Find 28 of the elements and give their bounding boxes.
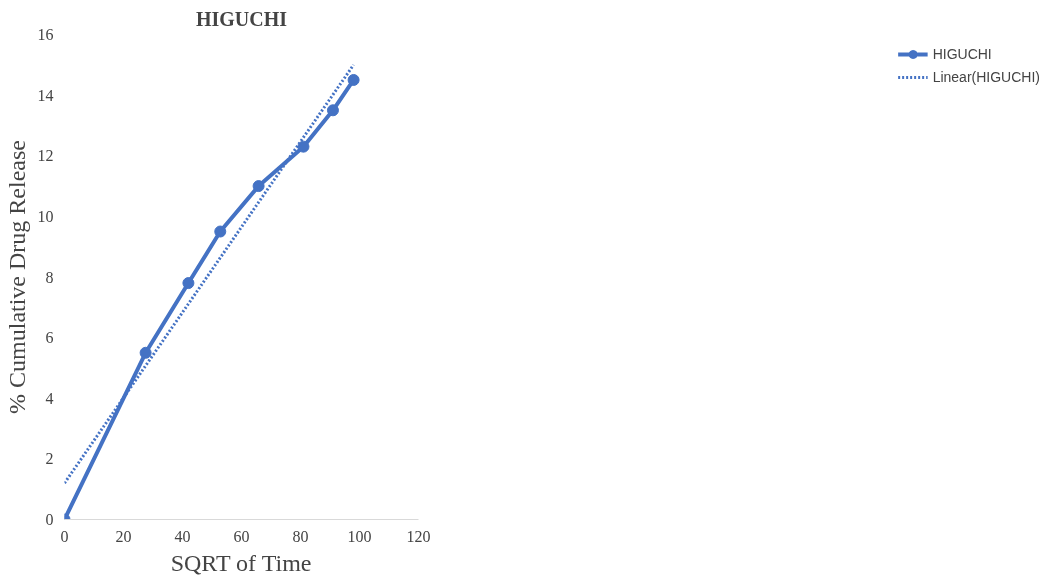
point [182,277,195,290]
x-axis-title: SQRT of Time [170,549,312,576]
y-tick-label: 2 [45,450,54,468]
y-tick-label: 12 [37,147,54,165]
y-tick-label: 16 [37,26,54,43]
legend-label: HIGUCHI [932,46,992,62]
y-tick-label: 6 [45,329,54,347]
y-tick-label: 8 [45,268,54,286]
point [347,73,360,86]
y-axis-title: % Cumulative Drug Release [3,140,30,414]
x-tick-label: 120 [406,527,431,545]
y-tick-label: 10 [37,207,54,225]
point [139,346,152,359]
y-tick-label: 0 [45,511,54,528]
y-tick-label: 14 [37,86,54,104]
x-tick-label: 20 [115,527,132,545]
x-tick-label: 0 [60,527,69,545]
x-tick-label: 40 [174,527,191,545]
x-tick-label: 60 [233,527,250,545]
x-tick-label: 80 [292,527,309,545]
point [252,180,265,193]
point [297,140,310,153]
x-tick-label: 100 [347,527,372,545]
point [214,225,227,238]
point [326,104,339,117]
legend-label: Linear(HIGUCHI) [932,69,1040,85]
y-tick-label: 4 [45,389,54,407]
chart-title: HIGUCHI [195,7,288,30]
